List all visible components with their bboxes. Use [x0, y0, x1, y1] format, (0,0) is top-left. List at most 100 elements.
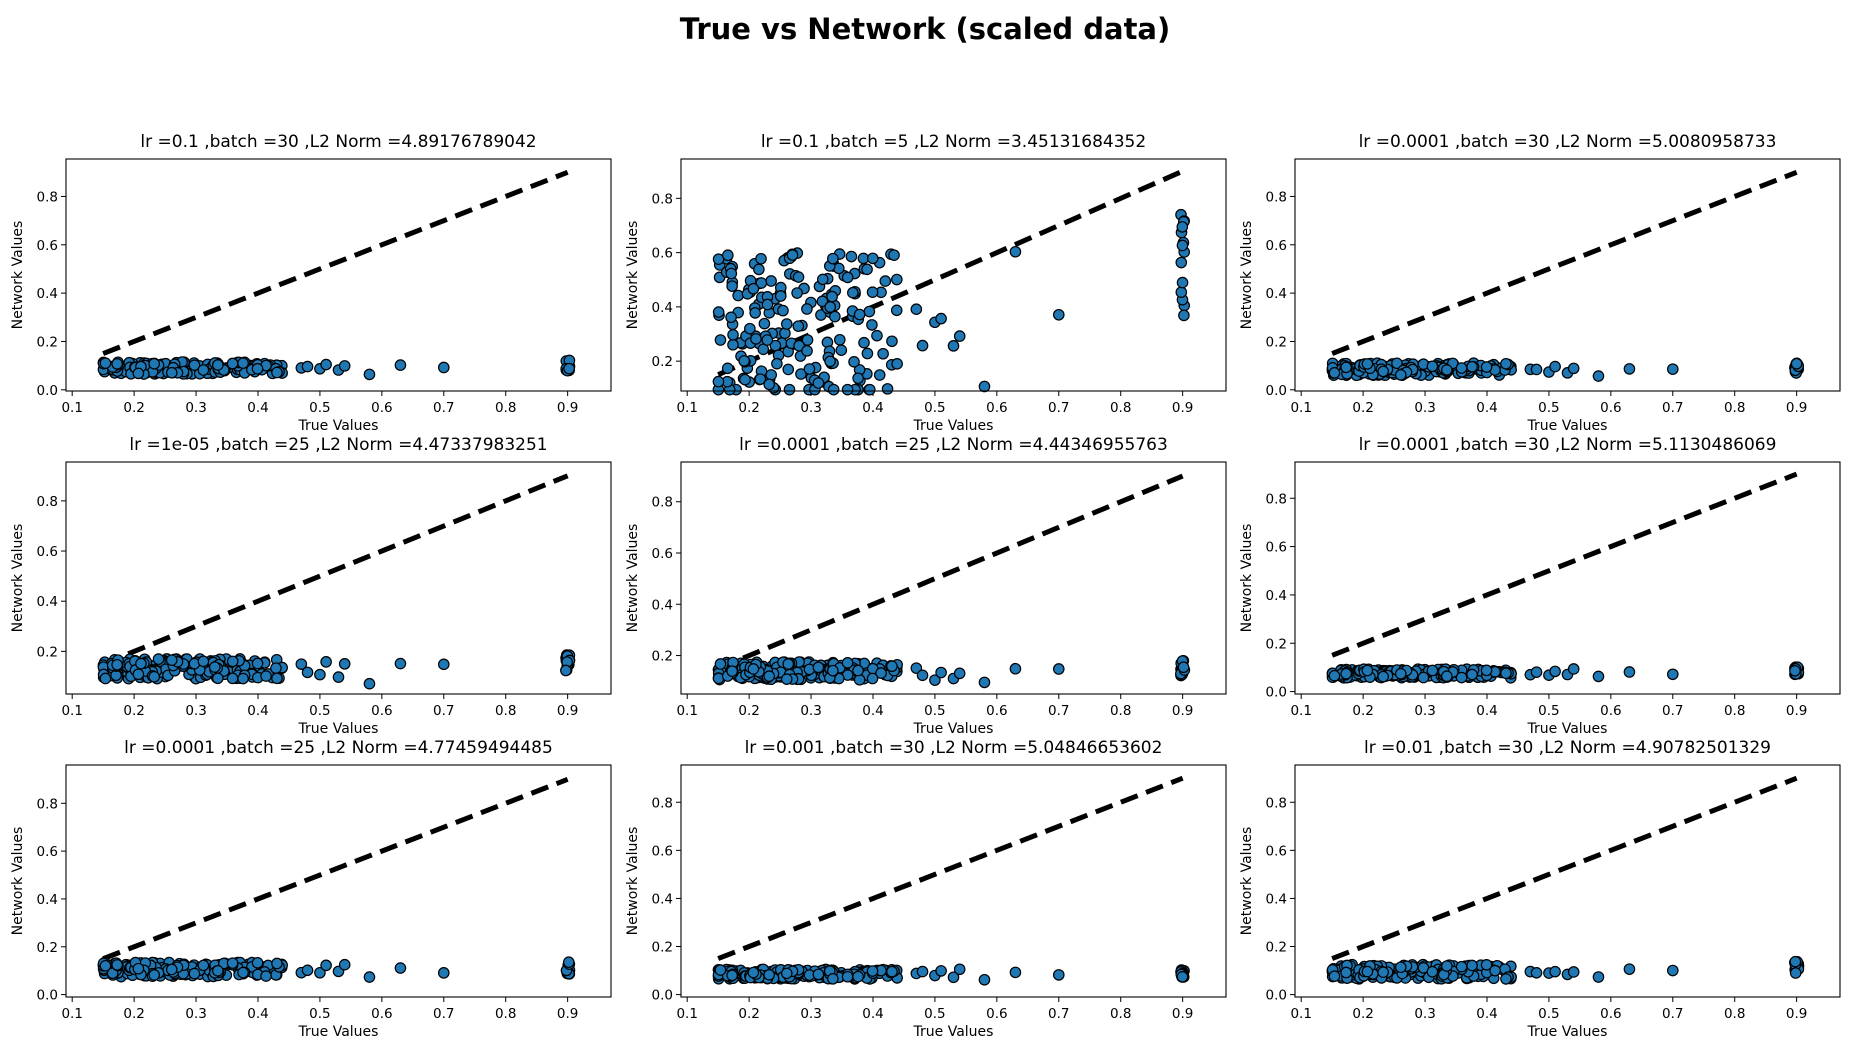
scatter-subplot: lr =0.0001 ,batch =25 ,L2 Norm =4.443469… [625, 435, 1227, 737]
y-axis-label: Network Values [625, 827, 641, 936]
x-tick-label: 0.2 [123, 703, 144, 719]
data-point [866, 965, 879, 977]
x-tick-label: 0.1 [61, 400, 82, 416]
data-point [978, 380, 991, 393]
y-tick-label: 0.4 [652, 891, 673, 907]
data-point [560, 664, 572, 677]
plot-frame [680, 764, 1227, 998]
x-tick-label: 0.1 [61, 1006, 82, 1022]
data-point [132, 367, 145, 380]
x-tick-label: 0.8 [495, 703, 516, 719]
data-point [338, 360, 351, 372]
data-point [1480, 361, 1493, 373]
x-tick-label: 0.4 [1476, 703, 1497, 719]
data-point [99, 357, 112, 369]
data-point [727, 329, 739, 341]
data-point [226, 957, 239, 969]
data-point [871, 329, 883, 342]
data-point [338, 958, 351, 971]
data-point [978, 973, 991, 986]
data-point [1176, 239, 1189, 252]
y-tick-label: 0.4 [37, 594, 58, 610]
data-point [755, 252, 767, 265]
y-tick-label: 0.2 [1266, 940, 1287, 956]
data-point [761, 334, 774, 346]
data-point [866, 286, 879, 298]
data-point [747, 966, 760, 979]
data-point [320, 656, 332, 668]
data-point [437, 967, 450, 979]
x-tick-label: 0.9 [1172, 400, 1193, 416]
plot-frame [680, 461, 1227, 695]
y-tick-label: 0.4 [652, 597, 673, 613]
y-tick-label: 0.6 [652, 843, 673, 859]
x-tick-label: 0.9 [1172, 703, 1193, 719]
data-point [1530, 967, 1543, 979]
data-point [212, 672, 224, 685]
data-point [1361, 965, 1374, 978]
data-point [1666, 363, 1679, 375]
data-point [829, 310, 841, 323]
identity-reference-line [1331, 169, 1798, 356]
data-point [750, 333, 762, 345]
x-tick-label: 0.6 [371, 1006, 392, 1022]
data-point [765, 275, 777, 287]
x-tick-label: 0.4 [1476, 400, 1497, 416]
scatter-subplot: lr =0.01 ,batch =30 ,L2 Norm =4.90782501… [1239, 738, 1841, 1040]
x-tick-label: 0.1 [676, 400, 697, 416]
data-point [1394, 667, 1407, 680]
data-point [791, 287, 803, 299]
data-point [1441, 670, 1453, 683]
data-point [1328, 669, 1341, 682]
data-point [1052, 969, 1065, 981]
data-point [1009, 966, 1022, 979]
data-point [853, 308, 866, 321]
x-tick-label: 0.7 [1662, 400, 1683, 416]
data-point [301, 666, 314, 679]
data-point [1340, 667, 1352, 680]
x-tick-label: 0.8 [1110, 703, 1131, 719]
y-tick-label: 0.2 [37, 644, 58, 660]
data-point [795, 368, 807, 380]
data-point [744, 322, 756, 335]
data-point [935, 965, 947, 977]
x-tick-label: 0.6 [986, 703, 1007, 719]
y-tick-label: 0.0 [1266, 383, 1287, 399]
data-point [747, 282, 760, 295]
data-point [99, 672, 112, 685]
data-point [722, 249, 734, 262]
data-point [188, 359, 201, 371]
x-axis-label: True Values [1527, 418, 1608, 434]
x-tick-label: 0.6 [1600, 703, 1621, 719]
data-point [1592, 971, 1605, 983]
data-point [852, 372, 864, 385]
scatter-subplot: lr =0.0001 ,batch =30 ,L2 Norm =5.008095… [1239, 132, 1841, 434]
data-point [841, 271, 854, 284]
data-point [394, 657, 407, 670]
x-tick-label: 0.5 [924, 400, 945, 416]
x-tick-label: 0.3 [800, 703, 821, 719]
data-point [726, 969, 738, 982]
data-point [1592, 670, 1605, 683]
x-tick-label: 0.3 [1414, 400, 1435, 416]
x-tick-label: 0.6 [986, 400, 1007, 416]
y-tick-label: 0.2 [652, 649, 673, 665]
x-tick-label: 0.2 [738, 703, 759, 719]
data-point [853, 673, 866, 686]
y-tick-label: 0.8 [37, 189, 58, 205]
x-tick-label: 0.1 [1290, 703, 1311, 719]
data-point [833, 333, 846, 346]
y-tick-label: 0.6 [1266, 540, 1287, 556]
data-point [152, 653, 165, 665]
data-point [1176, 221, 1189, 233]
data-point [212, 965, 224, 977]
data-point [835, 344, 848, 356]
plot-frame [65, 461, 612, 695]
x-tick-label: 0.5 [309, 703, 330, 719]
data-point [1340, 361, 1352, 374]
data-point [793, 339, 805, 352]
data-point [916, 669, 929, 682]
x-tick-label: 0.7 [1048, 1006, 1069, 1022]
data-point [877, 347, 889, 360]
